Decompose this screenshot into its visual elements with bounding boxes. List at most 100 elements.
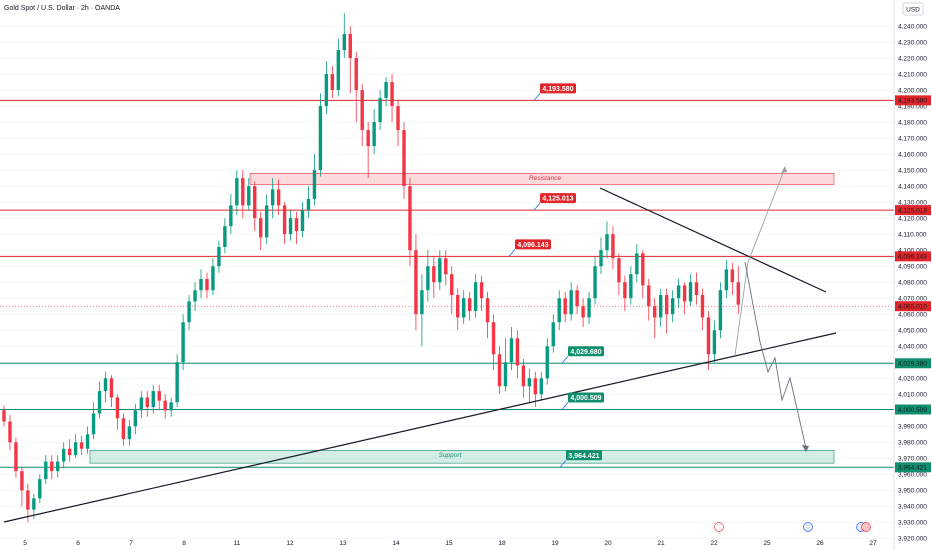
candle-body xyxy=(32,498,36,510)
price-tick-label: 4,240.000 xyxy=(898,23,927,30)
currency-badge[interactable] xyxy=(902,2,924,16)
candle-body xyxy=(473,282,478,312)
time-tick-label: 5 xyxy=(23,540,27,547)
grid xyxy=(0,25,894,539)
candle-body xyxy=(253,186,257,219)
candle-body xyxy=(587,298,591,318)
price-tick-label: 3,970.000 xyxy=(898,456,927,463)
candle-body xyxy=(503,362,508,387)
time-tick-label: 22 xyxy=(710,540,718,547)
time-tick-label: 7 xyxy=(129,540,133,547)
price-tick-label: 4,160.000 xyxy=(898,151,927,158)
price-tick-label: 4,130.000 xyxy=(898,199,927,206)
price-tick-label: 4,040.000 xyxy=(898,344,927,351)
candle-body xyxy=(694,282,699,296)
price-tick-label: 4,140.000 xyxy=(898,183,927,190)
chart-title: Gold Spot / U.S. Dollar · 2h · OANDA xyxy=(4,5,120,12)
price-axis-tag xyxy=(895,251,931,262)
candle-body xyxy=(133,410,138,427)
candle-body xyxy=(169,402,173,411)
descending-trendline xyxy=(599,187,827,293)
time-tick-label: 11 xyxy=(234,540,241,547)
candle-body xyxy=(103,378,108,392)
level-4125-price-label xyxy=(540,193,576,204)
price-tick-label: 4,020.000 xyxy=(898,376,927,383)
candle-body xyxy=(461,298,466,318)
candle-body xyxy=(217,246,221,267)
candle-body xyxy=(736,282,741,305)
level-4000-callout-line xyxy=(561,402,569,410)
price-tick-label: 4,110.000 xyxy=(898,231,927,238)
candle-body xyxy=(593,266,597,299)
price-tick-label: 4,090.000 xyxy=(898,263,927,270)
candle-body xyxy=(432,266,436,283)
level-4096-price-label-text: 4,096.143 xyxy=(517,242,548,249)
candle-body xyxy=(318,106,323,171)
candle-body xyxy=(688,282,693,302)
level-4193-price-label-text: 4,193.580 xyxy=(542,86,573,93)
candle-body xyxy=(241,178,245,206)
level-lines xyxy=(0,99,894,468)
level-3964-callout-line xyxy=(559,460,567,468)
support-zone-label: Support xyxy=(439,452,463,459)
price-axis[interactable]: 3,920.000 3,930.000 3,940.000 3,950.000 3,96… xyxy=(898,23,927,542)
price-axis-tag xyxy=(895,205,931,216)
price-tick-label: 3,920.000 xyxy=(898,536,927,543)
candle-body xyxy=(629,274,633,299)
candle-body xyxy=(664,295,669,315)
candle-body xyxy=(402,130,406,187)
price-tick-label: 3,940.000 xyxy=(898,504,927,511)
candle-body xyxy=(306,198,311,211)
candle-body xyxy=(569,290,573,315)
candle-body xyxy=(653,306,657,318)
price-axis-tag-text: 4,065.010 xyxy=(898,304,927,311)
candle-body xyxy=(276,189,281,206)
price-axis-tag-text: 4,125.013 xyxy=(898,207,927,214)
time-tick-label: 12 xyxy=(286,540,294,547)
candle-body xyxy=(635,253,639,275)
candle-body xyxy=(109,378,114,398)
time-tick-label: 19 xyxy=(551,540,559,547)
price-axis-tag xyxy=(895,462,931,473)
candle-body xyxy=(360,90,364,131)
candle-body xyxy=(330,74,335,91)
candle-body xyxy=(205,279,209,291)
bullish-projection-path xyxy=(734,167,786,356)
candle-body xyxy=(408,186,412,251)
price-tick-label: 4,190.000 xyxy=(898,103,927,110)
candle-body xyxy=(599,250,603,267)
candle-body xyxy=(211,266,215,291)
candle-body xyxy=(444,258,448,275)
candle-body xyxy=(175,362,179,403)
candle-body xyxy=(647,285,651,307)
candle-body xyxy=(235,178,239,206)
candle-body xyxy=(187,301,191,323)
candle-body xyxy=(533,378,538,395)
candle-body xyxy=(426,266,430,291)
candle-body xyxy=(14,442,18,472)
candle-body xyxy=(282,205,287,235)
time-tick-label: 25 xyxy=(763,540,771,547)
time-tick-label: 18 xyxy=(498,540,506,547)
candle-body xyxy=(551,322,555,347)
candle-body xyxy=(617,258,621,283)
time-axis[interactable]: 5 6 7 8 11 12 13 14 15 18 19 20 21 22 25 26 27 xyxy=(23,540,877,547)
level-4125-price-label-text: 4,125.013 xyxy=(542,196,573,203)
candle-body xyxy=(348,34,352,59)
price-axis-tag-text: 4,029.380 xyxy=(898,361,927,368)
candle-body xyxy=(270,189,275,206)
candles xyxy=(2,13,741,523)
us-flag-event-icon-3 xyxy=(861,522,871,532)
candle-body xyxy=(38,479,42,499)
candle-body xyxy=(521,365,526,387)
candle-body xyxy=(509,338,514,363)
price-tick-label: 4,080.000 xyxy=(898,280,927,287)
price-tick-label: 3,950.000 xyxy=(898,488,927,495)
us-flag-event-icon xyxy=(803,522,813,532)
candle-body xyxy=(199,279,203,291)
candle-body xyxy=(56,461,60,472)
time-tick-label: 15 xyxy=(445,540,453,547)
price-tick-label: 4,010.000 xyxy=(898,392,927,399)
price-tick-label: 3,980.000 xyxy=(898,440,927,447)
